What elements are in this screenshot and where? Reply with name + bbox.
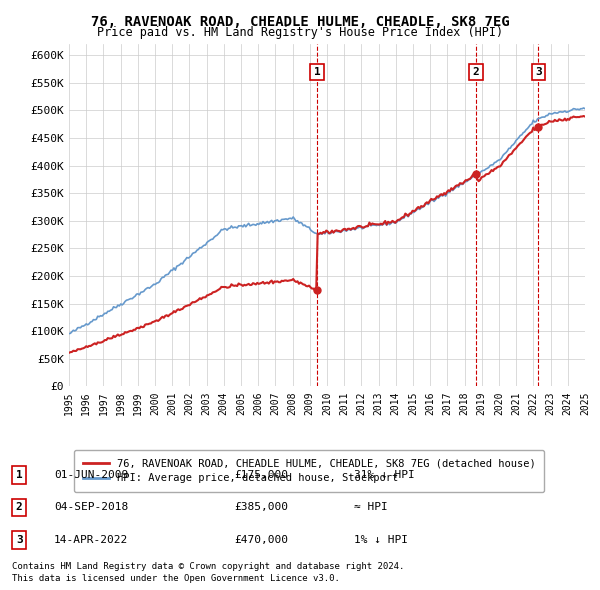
Text: 01-JUN-2009: 01-JUN-2009 <box>54 470 128 480</box>
Text: £175,000: £175,000 <box>234 470 288 480</box>
Text: 1: 1 <box>314 67 320 77</box>
Text: £385,000: £385,000 <box>234 503 288 512</box>
Text: Contains HM Land Registry data © Crown copyright and database right 2024.: Contains HM Land Registry data © Crown c… <box>12 562 404 571</box>
Text: 2: 2 <box>473 67 479 77</box>
Text: 14-APR-2022: 14-APR-2022 <box>54 535 128 545</box>
Text: 2: 2 <box>16 503 23 512</box>
Text: 31% ↓ HPI: 31% ↓ HPI <box>354 470 415 480</box>
Legend: 76, RAVENOAK ROAD, CHEADLE HULME, CHEADLE, SK8 7EG (detached house), HPI: Averag: 76, RAVENOAK ROAD, CHEADLE HULME, CHEADL… <box>74 450 544 491</box>
Text: 1% ↓ HPI: 1% ↓ HPI <box>354 535 408 545</box>
Text: Price paid vs. HM Land Registry's House Price Index (HPI): Price paid vs. HM Land Registry's House … <box>97 26 503 39</box>
Text: 04-SEP-2018: 04-SEP-2018 <box>54 503 128 512</box>
Text: £470,000: £470,000 <box>234 535 288 545</box>
Text: 1: 1 <box>16 470 23 480</box>
Text: 3: 3 <box>535 67 542 77</box>
Text: 76, RAVENOAK ROAD, CHEADLE HULME, CHEADLE, SK8 7EG: 76, RAVENOAK ROAD, CHEADLE HULME, CHEADL… <box>91 15 509 29</box>
Text: This data is licensed under the Open Government Licence v3.0.: This data is licensed under the Open Gov… <box>12 574 340 583</box>
Text: ≈ HPI: ≈ HPI <box>354 503 388 512</box>
Text: 3: 3 <box>16 535 23 545</box>
